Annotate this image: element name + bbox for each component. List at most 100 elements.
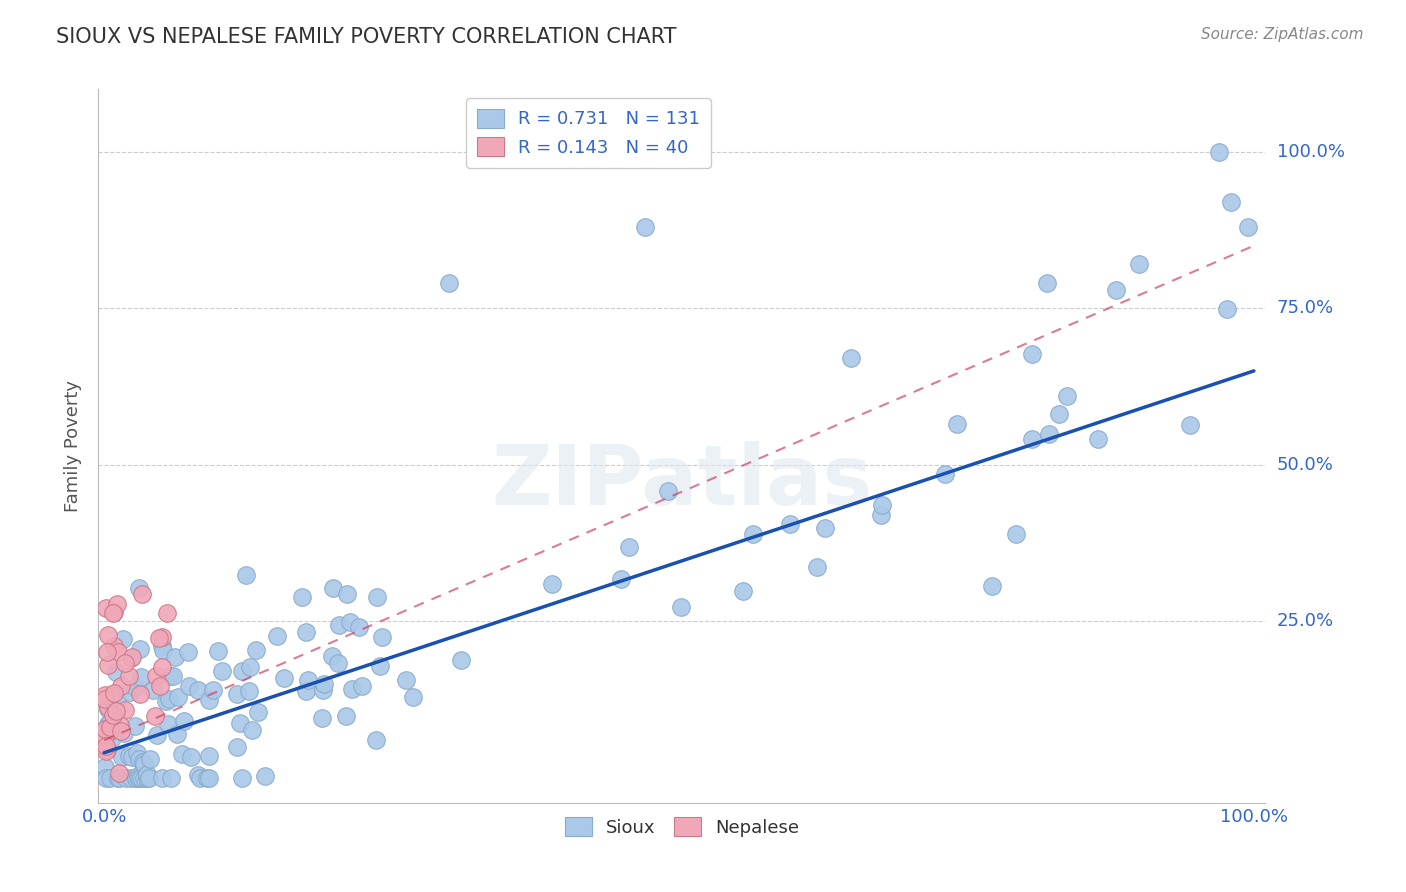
Point	[96, 601, 118, 615]
Point	[129, 687, 152, 701]
Point	[437, 277, 460, 291]
Point	[364, 733, 387, 747]
Point	[94, 760, 117, 774]
Point	[229, 716, 252, 731]
Point	[162, 669, 184, 683]
Point	[121, 650, 143, 665]
Point	[100, 688, 122, 702]
Point	[339, 615, 361, 629]
Point	[946, 417, 969, 432]
Point	[340, 681, 363, 696]
Point	[131, 771, 153, 785]
Point	[226, 687, 249, 701]
Point	[94, 729, 117, 743]
Point	[107, 766, 129, 780]
Point	[211, 664, 233, 678]
Point	[107, 644, 129, 658]
Point	[254, 769, 277, 783]
Point	[135, 771, 157, 785]
Point	[1219, 194, 1241, 209]
Point	[124, 719, 146, 733]
Point	[156, 717, 179, 731]
Point	[142, 683, 165, 698]
Point	[125, 771, 148, 785]
Point	[371, 630, 394, 644]
Point	[112, 725, 135, 739]
Point	[295, 684, 318, 698]
Point	[238, 684, 260, 698]
Point	[231, 771, 253, 785]
Point	[96, 742, 118, 756]
Point	[111, 750, 134, 764]
Point	[779, 517, 801, 532]
Point	[195, 771, 218, 785]
Point	[139, 752, 162, 766]
Point	[350, 679, 373, 693]
Point	[97, 716, 120, 731]
Point	[245, 643, 267, 657]
Point	[97, 717, 120, 731]
Text: 50.0%: 50.0%	[1277, 456, 1333, 474]
Point	[98, 724, 121, 739]
Point	[125, 771, 148, 785]
Point	[177, 645, 200, 659]
Point	[152, 643, 174, 657]
Point	[225, 740, 247, 755]
Point	[134, 771, 156, 785]
Point	[326, 656, 349, 670]
Point	[103, 685, 125, 699]
Point	[110, 679, 132, 693]
Point	[187, 768, 209, 782]
Point	[110, 723, 132, 738]
Point	[981, 579, 1004, 593]
Point	[150, 640, 173, 654]
Text: Source: ZipAtlas.com: Source: ZipAtlas.com	[1201, 27, 1364, 42]
Point	[120, 771, 142, 785]
Point	[107, 771, 129, 785]
Point	[657, 483, 679, 498]
Point	[239, 659, 262, 673]
Point	[145, 669, 167, 683]
Point	[132, 755, 155, 769]
Point	[188, 771, 211, 785]
Point	[94, 688, 117, 702]
Point	[135, 767, 157, 781]
Point	[311, 711, 333, 725]
Point	[197, 771, 219, 785]
Point	[128, 581, 150, 595]
Point	[395, 673, 418, 688]
Point	[312, 682, 335, 697]
Point	[159, 669, 181, 683]
Point	[121, 749, 143, 764]
Point	[273, 671, 295, 685]
Point	[96, 645, 118, 659]
Point	[135, 771, 157, 785]
Point	[120, 650, 142, 665]
Point	[297, 673, 319, 688]
Point	[335, 708, 357, 723]
Point	[127, 746, 149, 760]
Point	[336, 587, 359, 601]
Point	[291, 590, 314, 604]
Point	[322, 582, 344, 596]
Point	[118, 669, 141, 683]
Legend: Sioux, Nepalese: Sioux, Nepalese	[557, 810, 807, 844]
Point	[105, 598, 128, 612]
Point	[1021, 433, 1043, 447]
Point	[98, 720, 121, 734]
Point	[129, 669, 152, 683]
Text: 100.0%: 100.0%	[1277, 143, 1344, 161]
Point	[179, 680, 201, 694]
Point	[240, 723, 263, 737]
Point	[347, 620, 370, 634]
Point	[1038, 427, 1060, 442]
Point	[104, 665, 127, 680]
Point	[266, 629, 288, 643]
Point	[143, 708, 166, 723]
Point	[870, 508, 893, 522]
Text: SIOUX VS NEPALESE FAMILY POVERTY CORRELATION CHART: SIOUX VS NEPALESE FAMILY POVERTY CORRELA…	[56, 27, 676, 46]
Point	[114, 656, 136, 670]
Point	[173, 714, 195, 728]
Point	[132, 757, 155, 772]
Point	[166, 726, 188, 740]
